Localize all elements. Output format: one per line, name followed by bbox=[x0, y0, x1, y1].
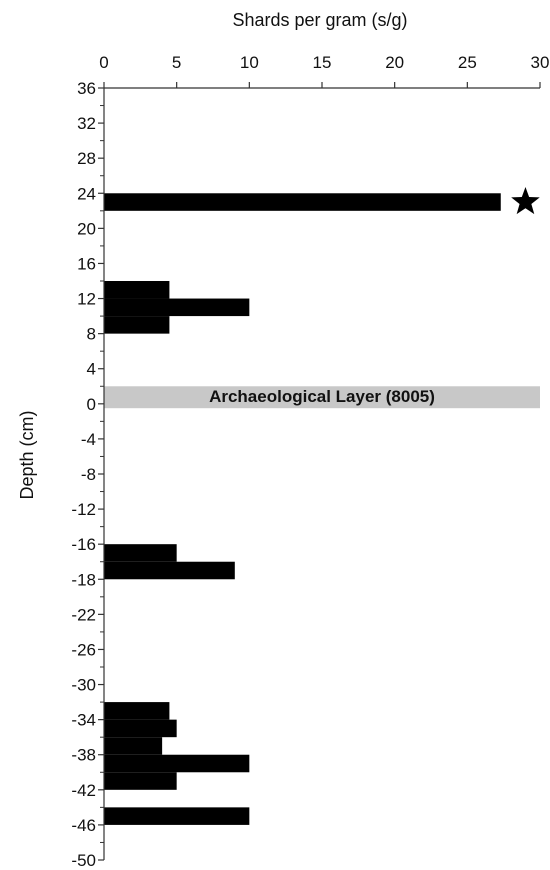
x-tick-label-4: 20 bbox=[385, 53, 404, 72]
bar-7 bbox=[104, 719, 177, 738]
bar-10 bbox=[104, 772, 177, 790]
x-tick-label-3: 15 bbox=[313, 53, 332, 72]
y-tick-label-14: -18 bbox=[71, 570, 96, 589]
y-tick-label-5: 16 bbox=[77, 254, 96, 273]
y-tick-label-11: -8 bbox=[81, 465, 96, 484]
bar-1 bbox=[104, 281, 170, 299]
star-icon bbox=[511, 187, 540, 215]
y-tick-label-3: 24 bbox=[77, 184, 96, 203]
x-axis-title: Shards per gram (s/g) bbox=[232, 10, 407, 30]
bar-8 bbox=[104, 737, 163, 755]
y-tick-label-19: -38 bbox=[71, 746, 96, 765]
archaeological-layer-label: Archaeological Layer (8005) bbox=[209, 387, 435, 406]
axes-group: 0 5 10 15 20 25 30 36 32 28 24 20 16 12 8 4 0 -4 -8 -12 -16 -… bbox=[71, 53, 549, 870]
archaeological-layer-band bbox=[104, 386, 540, 409]
y-tick-label-0: 36 bbox=[77, 79, 96, 98]
bar-2 bbox=[104, 298, 250, 317]
y-tick-label-12: -12 bbox=[71, 500, 96, 519]
y-tick-label-13: -16 bbox=[71, 535, 96, 554]
markers-group bbox=[511, 187, 540, 215]
layer-band-rect bbox=[104, 386, 540, 409]
y-tick-label-1: 32 bbox=[77, 114, 96, 133]
x-tick-label-0: 0 bbox=[99, 53, 108, 72]
y-tick-label-17: -30 bbox=[71, 676, 96, 695]
x-tick-label-6: 30 bbox=[531, 53, 550, 72]
bar-11 bbox=[104, 807, 250, 825]
y-tick-label-7: 8 bbox=[87, 325, 96, 344]
y-axis-title: Depth (cm) bbox=[17, 410, 37, 499]
y-tick-label-6: 12 bbox=[77, 290, 96, 309]
y-tick-label-4: 20 bbox=[77, 219, 96, 238]
y-tick-label-8: 4 bbox=[87, 360, 96, 379]
y-tick-label-10: -4 bbox=[81, 430, 96, 449]
bar-5 bbox=[104, 561, 235, 580]
bar-3 bbox=[104, 316, 170, 334]
y-tick-label-15: -22 bbox=[71, 605, 96, 624]
y-tick-label-21: -46 bbox=[71, 816, 96, 835]
bar-4 bbox=[104, 544, 177, 562]
x-tick-label-1: 5 bbox=[172, 53, 181, 72]
bar-9 bbox=[104, 754, 250, 773]
x-tick-label-2: 10 bbox=[240, 53, 259, 72]
x-tick-label-5: 25 bbox=[458, 53, 477, 72]
y-tick-label-2: 28 bbox=[77, 149, 96, 168]
bar-0 bbox=[104, 193, 501, 211]
y-tick-label-9: 0 bbox=[87, 395, 96, 414]
bars-group bbox=[104, 193, 501, 825]
y-tick-label-18: -34 bbox=[71, 711, 96, 730]
bar-6 bbox=[104, 702, 170, 720]
y-tick-label-22: -50 bbox=[71, 851, 96, 870]
y-tick-label-16: -26 bbox=[71, 640, 96, 659]
y-tick-label-20: -42 bbox=[71, 781, 96, 800]
